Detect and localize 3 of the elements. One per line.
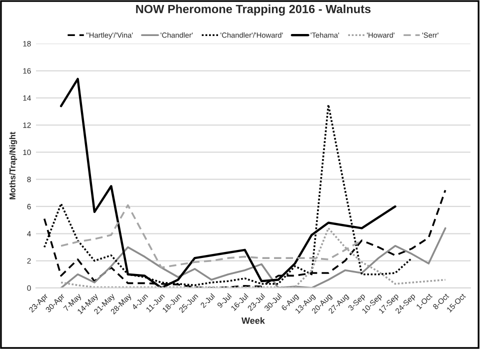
chart-title: NOW Pheromone Trapping 2016 - Walnuts	[136, 4, 371, 16]
x-axis-title: Week	[241, 317, 265, 324]
y-axis-title: Moths/Trap/Night	[9, 132, 18, 200]
